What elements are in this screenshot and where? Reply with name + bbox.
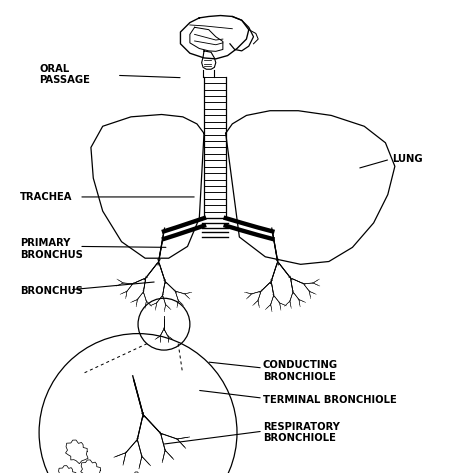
Text: CONDUCTING
BRONCHIOLE: CONDUCTING BRONCHIOLE	[263, 361, 338, 382]
Text: LUNG: LUNG	[392, 154, 423, 164]
Text: PRIMARY
BRONCHUS: PRIMARY BRONCHUS	[20, 238, 83, 260]
Text: TERMINAL BRONCHIOLE: TERMINAL BRONCHIOLE	[263, 394, 397, 405]
Text: ORAL
PASSAGE: ORAL PASSAGE	[39, 64, 90, 85]
Text: RESPIRATORY
BRONCHIOLE: RESPIRATORY BRONCHIOLE	[263, 422, 340, 443]
Text: BRONCHUS: BRONCHUS	[20, 286, 83, 296]
Text: TRACHEA: TRACHEA	[20, 192, 73, 202]
